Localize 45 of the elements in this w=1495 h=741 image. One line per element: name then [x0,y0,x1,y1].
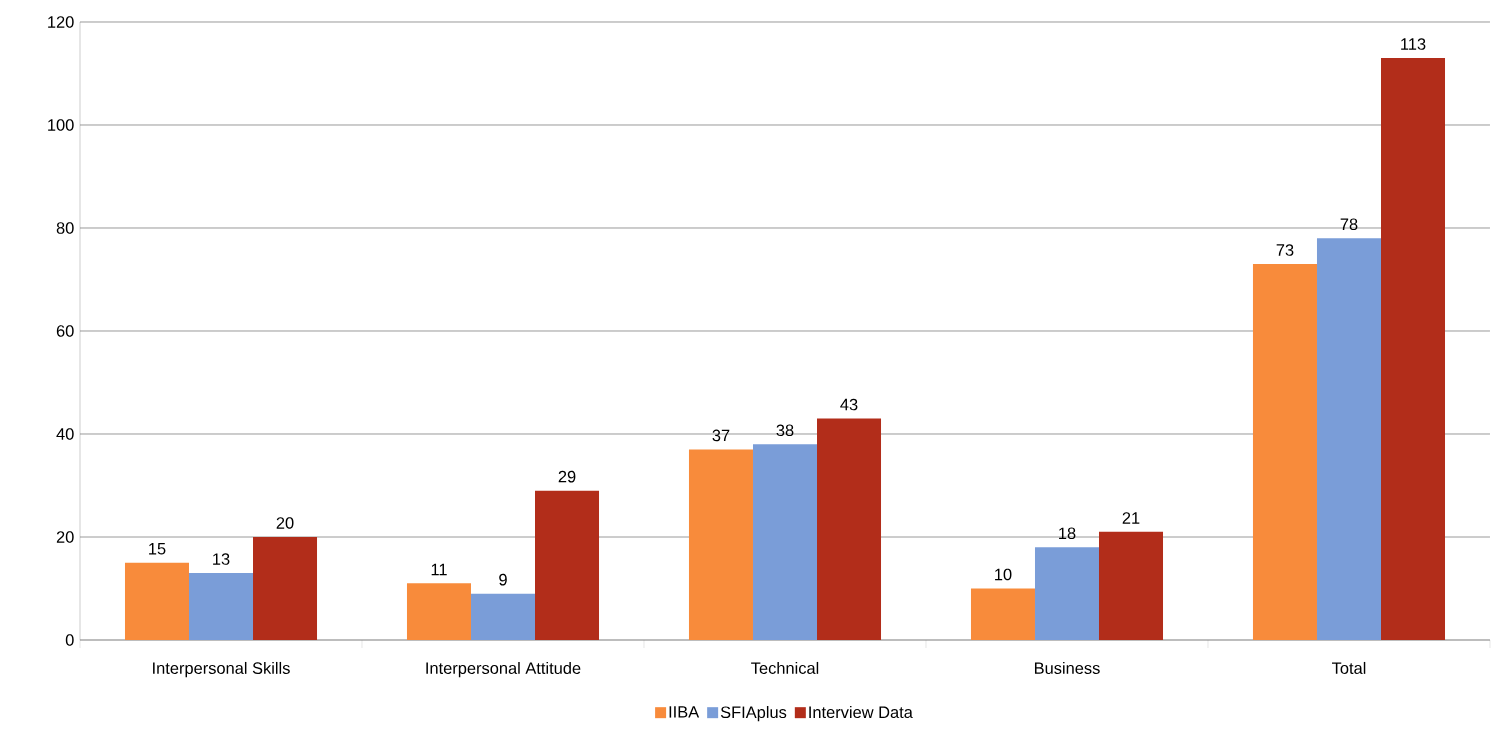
bar [535,490,600,640]
x-tick-label: Total [1332,661,1366,674]
x-tick-label: Technical [751,661,819,674]
bar [1316,238,1381,640]
data-label: 78 [1340,218,1358,231]
y-tick-label: 60 [56,325,74,337]
bar [1034,547,1099,640]
y-tick-label: 40 [56,428,74,440]
bar [406,583,471,640]
bar [688,449,753,640]
data-label: 73 [1276,244,1294,256]
y-tick-label: 120 [48,16,74,28]
bar [1099,531,1164,640]
bar [752,444,817,640]
y-tick-label: 0 [65,634,74,646]
legend-label: Interview Data [809,705,913,719]
legend-label: SFIAplus [720,705,787,722]
data-label: 13 [213,553,230,565]
data-label: 20 [276,517,294,529]
x-tick-label: Business [1034,661,1100,674]
bar [1380,58,1446,640]
data-label: 43 [840,398,858,411]
bar [188,573,254,640]
data-label: 11 [431,563,447,576]
data-label: 29 [558,470,576,483]
y-tick-label: 80 [56,222,74,234]
x-tick-label: Interpersonal Skills [153,661,290,678]
x-tick-label: Interpersonal Attitude [426,661,581,678]
y-tick-label: 100 [48,119,74,131]
bar [124,562,189,640]
bar [253,537,318,640]
data-label: 37 [712,429,730,442]
bar [470,593,535,640]
data-label: 15 [149,543,166,555]
data-label: 113 [1401,38,1426,50]
bar [817,418,882,640]
bar [1252,264,1317,640]
data-label: 9 [499,573,507,586]
data-label: 10 [995,568,1012,581]
bar [970,588,1035,640]
legend-label: IIBA [669,706,700,718]
data-label: 21 [1122,512,1140,524]
data-label: 18 [1059,527,1076,540]
data-label: 38 [776,424,794,437]
y-tick-label: 20 [56,531,74,543]
